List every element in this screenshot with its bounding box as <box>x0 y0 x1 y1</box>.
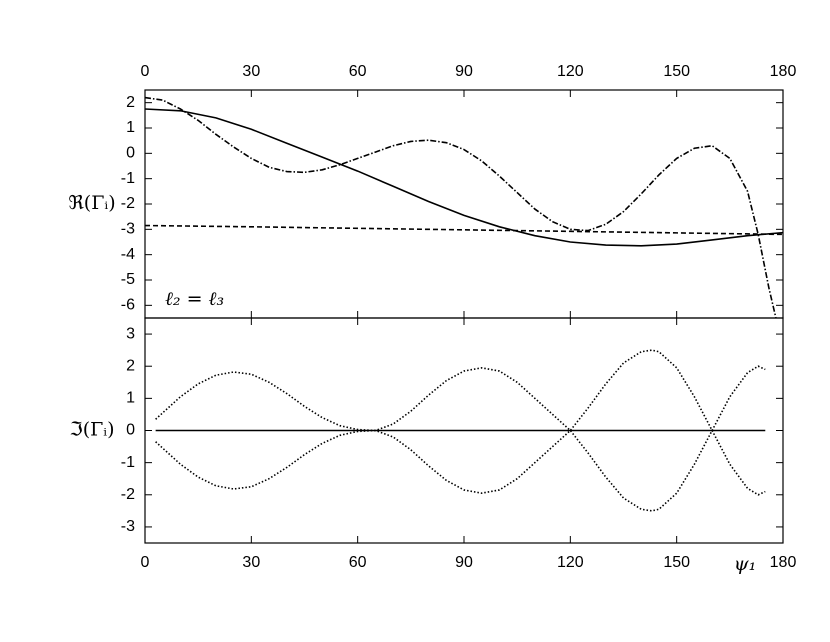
y-tick-label: -5 <box>121 271 135 288</box>
x-tick-label: 90 <box>455 554 473 571</box>
y-tick-label: -3 <box>121 518 135 535</box>
y-axis-label: ℜ(Γᵢ) <box>68 192 115 214</box>
y-axis-label: ℑ(Γᵢ) <box>69 419 114 441</box>
x-tick-label: 180 <box>770 554 797 571</box>
x-tick-label: 120 <box>557 554 584 571</box>
x-tick-label: 180 <box>770 63 797 80</box>
x-tick-label: 120 <box>557 63 584 80</box>
series-line <box>144 96 777 319</box>
x-tick-label: 30 <box>242 554 260 571</box>
annotation: ℓ₂ = ℓ₃ <box>165 288 224 310</box>
x-tick-label: 30 <box>242 63 260 80</box>
x-tick-label: 60 <box>349 63 367 80</box>
series-line <box>144 224 784 236</box>
y-tick-label: 1 <box>126 390 135 407</box>
y-tick-label: -2 <box>121 486 135 503</box>
y-tick-label: -1 <box>121 454 135 471</box>
x-tick-label: 150 <box>663 554 690 571</box>
series-line <box>144 108 784 247</box>
y-tick-label: -1 <box>121 170 135 187</box>
y-tick-label: 3 <box>126 325 135 342</box>
series-line <box>155 365 766 512</box>
y-tick-label: -6 <box>121 297 135 314</box>
x-axis-label: ψ₁ <box>734 553 757 575</box>
series-line <box>155 349 766 496</box>
x-tick-label: 0 <box>141 554 150 571</box>
y-tick-label: 2 <box>126 94 135 111</box>
y-tick-label: 2 <box>126 357 135 374</box>
y-tick-label: -3 <box>121 221 135 238</box>
y-tick-label: 0 <box>126 145 135 162</box>
plot-frame <box>144 89 784 319</box>
x-tick-label: 0 <box>141 63 150 80</box>
y-tick-label: -2 <box>121 195 135 212</box>
y-tick-label: -4 <box>121 246 135 263</box>
y-tick-label: 0 <box>126 422 135 439</box>
x-tick-label: 90 <box>455 63 473 80</box>
x-tick-label: 60 <box>349 554 367 571</box>
y-tick-label: 1 <box>126 119 135 136</box>
x-tick-label: 150 <box>663 63 690 80</box>
